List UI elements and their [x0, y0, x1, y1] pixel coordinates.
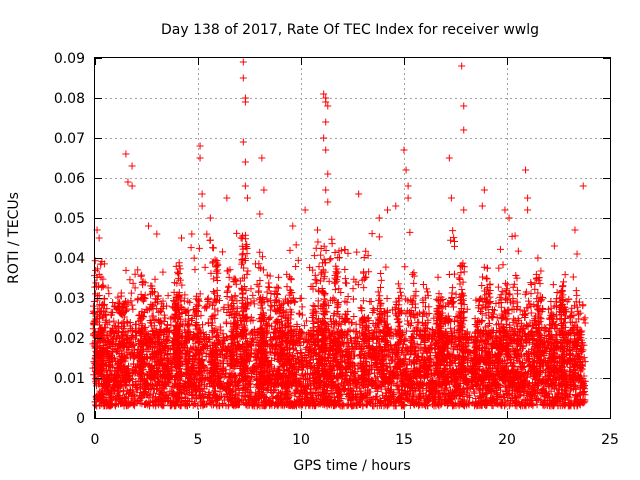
data-point: [190, 254, 198, 262]
data-point: [495, 264, 503, 272]
data-point: [375, 233, 383, 241]
data-point: [360, 253, 368, 261]
data-points: [89, 58, 589, 410]
data-point: [349, 285, 357, 293]
data-point: [549, 281, 557, 289]
data-point: [314, 238, 322, 246]
data-point: [146, 402, 154, 410]
data-point: [127, 297, 135, 305]
data-point: [201, 303, 209, 311]
data-point: [406, 228, 414, 236]
data-point: [298, 303, 306, 311]
data-point: [328, 240, 336, 248]
data-point: [368, 230, 376, 238]
data-point: [308, 313, 316, 321]
data-point: [204, 294, 212, 302]
data-point: [401, 263, 409, 271]
chart-title: Day 138 of 2017, Rate Of TEC Index for r…: [161, 22, 539, 38]
data-point: [455, 352, 463, 360]
data-point: [419, 281, 427, 289]
data-point: [508, 232, 516, 240]
data-point: [247, 285, 255, 293]
data-point: [296, 295, 304, 303]
data-point: [479, 273, 487, 281]
data-point: [376, 283, 384, 291]
data-point: [214, 307, 222, 315]
data-point: [243, 295, 251, 303]
data-point: [292, 262, 300, 270]
data-point: [104, 284, 112, 292]
data-point: [203, 304, 211, 312]
data-point: [129, 305, 137, 313]
data-point: [580, 316, 588, 324]
data-point: [167, 315, 175, 323]
data-point: [203, 230, 211, 238]
data-point: [353, 248, 361, 256]
data-point: [219, 248, 227, 256]
data-point: [494, 283, 502, 291]
data-point: [415, 309, 423, 317]
data-point: [109, 299, 117, 307]
data-point: [569, 273, 577, 281]
data-point: [581, 314, 589, 322]
data-point: [105, 290, 113, 298]
data-point: [383, 295, 391, 303]
data-point: [349, 295, 357, 303]
data-point: [561, 271, 569, 279]
data-point: [496, 245, 504, 253]
data-point: [151, 275, 159, 283]
data-point: [514, 247, 522, 255]
data-point: [292, 241, 300, 249]
data-point: [127, 289, 135, 297]
data-point: [350, 313, 358, 321]
data-point: [294, 256, 302, 264]
data-point: [187, 244, 195, 252]
data-point: [142, 305, 150, 313]
data-point: [186, 298, 194, 306]
data-point: [364, 252, 372, 260]
data-point: [195, 244, 203, 252]
